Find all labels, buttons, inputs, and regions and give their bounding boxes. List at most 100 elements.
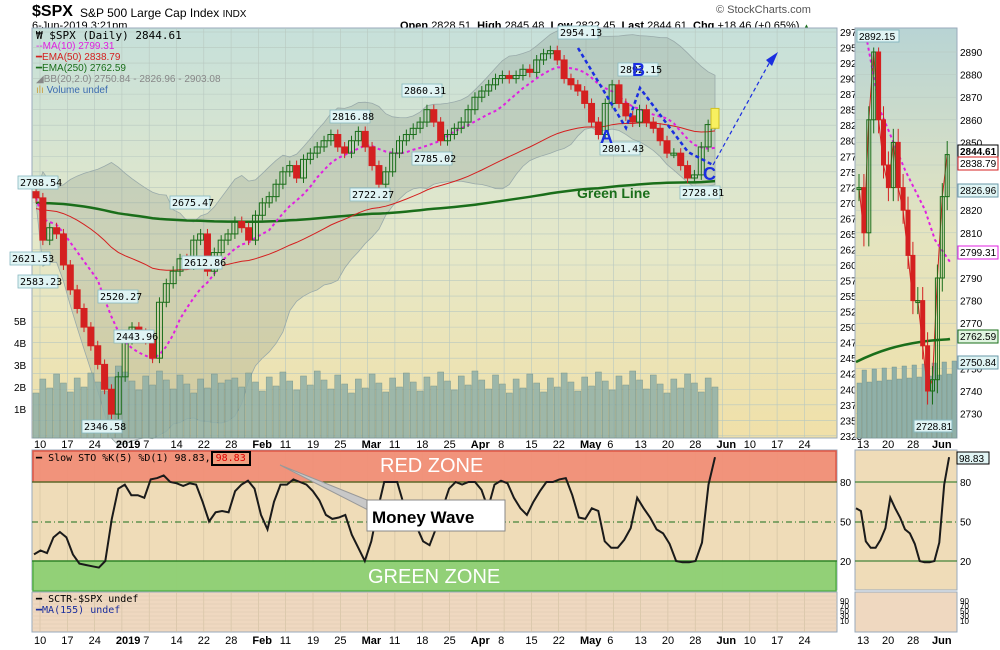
svg-text:20: 20 xyxy=(662,635,674,647)
svg-text:2750: 2750 xyxy=(840,168,863,179)
volume-icon: ılı xyxy=(36,85,44,96)
svg-text:5B: 5B xyxy=(14,317,27,328)
svg-text:18: 18 xyxy=(416,439,428,451)
svg-text:17: 17 xyxy=(771,635,783,647)
svg-text:2325: 2325 xyxy=(840,432,863,443)
svg-text:2875: 2875 xyxy=(840,90,863,101)
svg-text:Feb: Feb xyxy=(252,635,272,647)
price-labels: 2708.54 2621.53 2583.23 2520.27 2443.96 2346.… xyxy=(9,25,724,434)
volume-axis: 5B 4B 3B 2B 1B xyxy=(14,317,27,416)
svg-text:50: 50 xyxy=(960,518,972,529)
brand-label: © StockCharts.com xyxy=(716,4,811,16)
legend-bb: BB(20,2.0) 2750.84 - 2826.96 - 2903.08 xyxy=(43,74,221,85)
svg-text:17: 17 xyxy=(61,635,73,647)
svg-text:28: 28 xyxy=(689,439,701,451)
svg-text:2650: 2650 xyxy=(840,230,863,241)
stochastic-axis: 80 50 20 xyxy=(840,478,852,568)
svg-text:2820: 2820 xyxy=(960,206,983,217)
projection-arrow xyxy=(712,57,773,166)
svg-text:2770: 2770 xyxy=(960,319,983,330)
svg-text:Jun: Jun xyxy=(932,439,952,451)
svg-text:2700: 2700 xyxy=(840,199,863,210)
svg-text:22: 22 xyxy=(198,635,210,647)
line-icon: ━ xyxy=(36,63,43,74)
svg-text:80: 80 xyxy=(840,478,852,489)
svg-text:10: 10 xyxy=(744,635,756,647)
svg-text:13: 13 xyxy=(857,439,869,451)
volume-bars xyxy=(32,365,719,439)
svg-text:11: 11 xyxy=(389,439,400,451)
svg-text:2860.31: 2860.31 xyxy=(404,86,446,97)
svg-text:May: May xyxy=(580,439,602,451)
svg-text:1B: 1B xyxy=(14,405,27,416)
svg-text:2625: 2625 xyxy=(840,245,863,256)
svg-text:2019: 2019 xyxy=(116,439,140,451)
svg-text:2346.58: 2346.58 xyxy=(84,422,126,433)
svg-text:28: 28 xyxy=(225,635,237,647)
svg-text:2728.81: 2728.81 xyxy=(916,422,953,433)
svg-text:2583.23: 2583.23 xyxy=(20,277,62,288)
svg-text:10: 10 xyxy=(840,617,849,626)
svg-text:22: 22 xyxy=(198,439,210,451)
svg-text:2785.02: 2785.02 xyxy=(414,154,456,165)
line-icon: ━ xyxy=(36,453,43,464)
svg-text:2844.61: 2844.61 xyxy=(960,147,997,158)
svg-text:2950: 2950 xyxy=(840,44,863,55)
svg-text:90: 90 xyxy=(840,597,849,606)
svg-text:24: 24 xyxy=(798,635,810,647)
wave-label-a: A xyxy=(600,127,613,147)
bollinger-band xyxy=(35,29,716,446)
svg-text:7: 7 xyxy=(143,439,149,451)
svg-text:2850: 2850 xyxy=(840,106,863,117)
svg-text:20: 20 xyxy=(662,439,674,451)
svg-text:2525: 2525 xyxy=(840,308,863,319)
svg-text:30: 30 xyxy=(840,612,849,621)
svg-text:2816.88: 2816.88 xyxy=(332,112,374,123)
sctr-legend-2: MA(155) undef xyxy=(42,605,121,616)
svg-text:2890: 2890 xyxy=(960,48,983,59)
svg-text:20: 20 xyxy=(882,439,894,451)
price-legend: ₩ $SPX (Daily) 2844.61 --MA(10) 2799.31 … xyxy=(36,30,221,96)
money-wave-label: Money Wave xyxy=(372,508,474,527)
svg-text:2425: 2425 xyxy=(840,370,863,381)
svg-text:20: 20 xyxy=(882,635,894,647)
svg-text:2801.43: 2801.43 xyxy=(602,144,644,155)
svg-text:2575: 2575 xyxy=(840,277,863,288)
sto-value-box: 98.83 xyxy=(210,451,251,466)
svg-text:2375: 2375 xyxy=(840,401,863,412)
svg-text:50: 50 xyxy=(840,518,852,529)
svg-text:2740: 2740 xyxy=(960,387,983,398)
svg-text:2790: 2790 xyxy=(960,274,983,285)
zoom-stochastic-line xyxy=(855,457,951,564)
svg-text:14: 14 xyxy=(171,635,183,647)
svg-text:24: 24 xyxy=(89,635,101,647)
svg-text:70: 70 xyxy=(960,602,969,611)
symbol-full-name: S&P 500 Large Cap Index xyxy=(80,6,220,20)
svg-text:2954.13: 2954.13 xyxy=(560,28,602,39)
svg-text:50: 50 xyxy=(840,607,849,616)
zoom-stochastic-panel xyxy=(854,449,958,591)
svg-text:80: 80 xyxy=(960,478,972,489)
svg-text:19: 19 xyxy=(307,635,319,647)
svg-text:4B: 4B xyxy=(14,339,27,350)
svg-text:15: 15 xyxy=(525,635,537,647)
exchange-label: INDX xyxy=(222,9,247,20)
svg-text:2925: 2925 xyxy=(840,59,863,70)
svg-text:Jun: Jun xyxy=(717,439,737,451)
svg-text:2725: 2725 xyxy=(840,183,863,194)
svg-text:25: 25 xyxy=(444,635,456,647)
svg-text:2880: 2880 xyxy=(960,71,983,82)
svg-text:22: 22 xyxy=(553,635,565,647)
svg-text:2762.59: 2762.59 xyxy=(960,332,997,343)
legend-ema250: EMA(250) 2762.59 xyxy=(42,63,126,74)
svg-text:2838.79: 2838.79 xyxy=(960,159,997,170)
svg-text:28: 28 xyxy=(689,635,701,647)
svg-text:2892.15: 2892.15 xyxy=(859,32,896,43)
svg-text:10: 10 xyxy=(34,439,46,451)
green-zone-label: GREEN ZONE xyxy=(368,566,500,588)
svg-text:2475: 2475 xyxy=(840,339,863,350)
svg-text:8: 8 xyxy=(498,439,504,451)
svg-text:98.83: 98.83 xyxy=(959,454,984,465)
svg-text:7: 7 xyxy=(143,635,149,647)
